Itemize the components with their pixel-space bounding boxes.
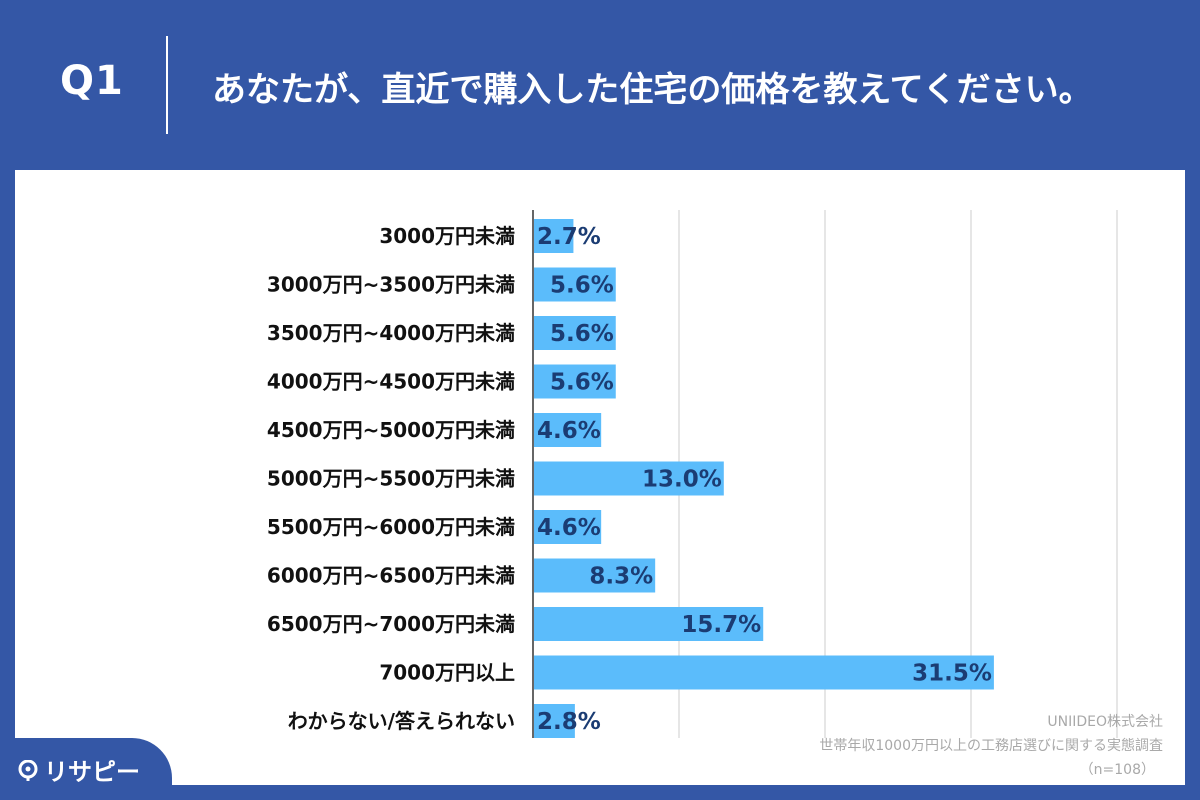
- bar: [534, 655, 994, 690]
- header: Q1 あなたが、直近で購入した住宅の価格を教えてください。: [0, 0, 1200, 170]
- value-label: 13.0%: [642, 467, 722, 493]
- chart-card: 3000万円未満 2.7% 3000万円~3500万円未満 5.6% 3500万円~40…: [15, 170, 1185, 785]
- category-label: 7000万円以上: [379, 661, 515, 685]
- header-divider: [166, 36, 168, 134]
- value-label: 4.6%: [537, 515, 601, 541]
- question-title: あなたが、直近で購入した住宅の価格を教えてください。: [212, 70, 1093, 110]
- category-label: 4500万円~5000万円未満: [267, 418, 515, 442]
- value-label: 2.7%: [537, 224, 601, 250]
- source-sample: （n=108）: [1079, 762, 1155, 778]
- brand-logo: リサピー: [18, 752, 140, 787]
- bar: [534, 364, 616, 399]
- category-label: 6000万円~6500万円未満: [267, 564, 515, 588]
- bar: [534, 219, 574, 253]
- bar: [534, 510, 602, 544]
- location-pin-icon: [18, 759, 38, 781]
- category-label: 3000万円未満: [379, 224, 515, 248]
- value-label: 31.5%: [912, 661, 992, 687]
- value-label: 5.6%: [550, 273, 614, 299]
- category-label: わからない/答えられない: [288, 709, 515, 733]
- question-number: Q1: [60, 58, 124, 104]
- logo-text: リサピー: [44, 758, 140, 786]
- bar: [534, 316, 616, 350]
- bar: [534, 558, 656, 593]
- category-label: 3500万円~4000万円未満: [267, 321, 515, 345]
- category-label: 6500万円~7000万円未満: [267, 612, 515, 636]
- bar: [534, 607, 764, 641]
- category-label: 4000万円~4500万円未満: [267, 370, 515, 394]
- category-label: 5000万円~5500万円未満: [267, 467, 515, 491]
- value-label: 5.6%: [550, 321, 614, 347]
- bar-chart: 3000万円未満 2.7% 3000万円~3500万円未満 5.6% 3500万円~40…: [267, 210, 1118, 738]
- bar: [534, 461, 724, 496]
- source-survey: 世帯年収1000万円以上の工務店選びに関する実態調査: [819, 738, 1163, 754]
- value-label: 2.8%: [537, 709, 601, 735]
- bar: [534, 267, 616, 302]
- value-label: 4.6%: [537, 418, 601, 444]
- category-label: 3000万円~3500万円未満: [267, 273, 515, 297]
- bar: [534, 704, 575, 738]
- value-label: 8.3%: [589, 564, 653, 590]
- bar: [534, 413, 602, 447]
- value-label: 15.7%: [681, 612, 761, 638]
- category-label: 5500万円~6000万円未満: [267, 515, 515, 539]
- source-company: UNIIDEO株式会社: [1047, 714, 1163, 730]
- value-label: 5.6%: [550, 370, 614, 396]
